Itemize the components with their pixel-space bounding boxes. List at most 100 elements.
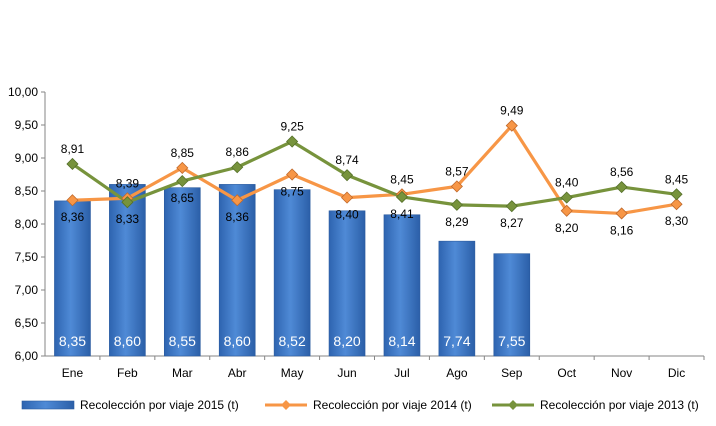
x-tick-label: Sep bbox=[501, 366, 523, 380]
marker-2013 bbox=[670, 188, 683, 201]
marker-2014 bbox=[450, 180, 463, 193]
x-tick-label: Abr bbox=[228, 366, 247, 380]
x-tick-label: Ago bbox=[446, 366, 468, 380]
legend-swatch-marker bbox=[508, 400, 518, 410]
line-value-label: 8,45 bbox=[390, 172, 414, 186]
line-value-label: 8,91 bbox=[61, 142, 85, 156]
line-value-label: 8,36 bbox=[61, 210, 85, 224]
bar-value-label: 8,60 bbox=[224, 333, 251, 349]
marker-2013 bbox=[340, 169, 354, 182]
marker-2013 bbox=[121, 196, 134, 209]
x-tick-label: Jun bbox=[337, 366, 356, 380]
y-tick-label: 7,50 bbox=[15, 250, 39, 264]
bar-2015-Ene bbox=[54, 200, 91, 357]
bar-value-label: 8,52 bbox=[279, 333, 306, 349]
bar-value-label: 8,14 bbox=[388, 333, 415, 349]
bar-value-label: 8,20 bbox=[333, 333, 360, 349]
legend-swatch-marker bbox=[281, 400, 291, 410]
y-tick-label: 8,00 bbox=[15, 217, 39, 231]
marker-2014 bbox=[66, 194, 79, 207]
marker-2014 bbox=[231, 194, 244, 207]
bar-value-label: 8,60 bbox=[114, 333, 141, 349]
bar-2015-Sep bbox=[493, 253, 531, 357]
marker-2013 bbox=[450, 198, 463, 211]
marker-2013 bbox=[560, 191, 573, 204]
line-2013 bbox=[71, 139, 677, 208]
line-value-label: 8,29 bbox=[445, 215, 469, 229]
line-value-label: 9,25 bbox=[280, 120, 304, 134]
marker-2013 bbox=[286, 135, 299, 148]
line-value-label: 8,85 bbox=[171, 146, 195, 160]
line-value-label: 8,40 bbox=[335, 208, 359, 222]
line-value-label: 8,57 bbox=[445, 164, 469, 178]
legend-label: Recolección por viaje 2015 (t) bbox=[80, 398, 239, 412]
line-series bbox=[66, 119, 683, 220]
line-value-label: 8,20 bbox=[555, 221, 579, 235]
data-labels: 8,35 8,60 8,55 8,60 8,52 8,20 8,14 7,74 7,55 8,36… bbox=[59, 104, 689, 349]
bar-2015-Ago bbox=[438, 240, 476, 357]
marker-2014 bbox=[560, 204, 573, 217]
line-value-label: 8,16 bbox=[610, 223, 634, 237]
x-tick-label: Oct bbox=[557, 366, 576, 380]
bar-value-label: 7,55 bbox=[498, 333, 525, 349]
x-tick-label: Jul bbox=[394, 366, 409, 380]
marker-2014 bbox=[340, 191, 354, 204]
bar-2015-May bbox=[273, 189, 311, 357]
bar-2015-Jun bbox=[328, 210, 366, 357]
marker-2013 bbox=[395, 190, 409, 204]
line-value-label: 8,65 bbox=[171, 191, 195, 205]
line-value-label: 8,40 bbox=[555, 176, 579, 190]
y-tick-label: 10,00 bbox=[8, 85, 38, 99]
marker-2014 bbox=[505, 119, 518, 132]
line-value-label: 8,86 bbox=[226, 145, 250, 159]
x-tick-label: May bbox=[281, 366, 304, 380]
y-tick-label: 8,50 bbox=[15, 184, 39, 198]
bar-value-label: 7,74 bbox=[443, 333, 470, 349]
legend-swatch-2015 bbox=[21, 400, 75, 410]
legend-label: Recolección por viaje 2014 (t) bbox=[313, 398, 472, 412]
line-value-label: 8,27 bbox=[500, 216, 524, 230]
line-2014 bbox=[72, 124, 677, 216]
y-tick-label: 6,00 bbox=[15, 349, 39, 363]
bar-2015-Abr bbox=[218, 184, 256, 357]
bar-value-label: 8,35 bbox=[59, 333, 86, 349]
marker-2013 bbox=[176, 175, 189, 188]
marker-2013 bbox=[615, 180, 628, 194]
line-value-label: 8,30 bbox=[665, 214, 689, 228]
line-value-label: 8,39 bbox=[116, 176, 140, 190]
line-value-label: 8,33 bbox=[116, 212, 140, 226]
legend: Recolección por viaje 2015 (t) Recolecció… bbox=[21, 398, 699, 412]
x-tick-label: Mar bbox=[172, 366, 193, 380]
y-tick-label: 7,00 bbox=[15, 283, 39, 297]
marker-2014 bbox=[176, 161, 189, 174]
marker-2013 bbox=[505, 200, 518, 213]
bar-2015-Mar bbox=[163, 187, 201, 357]
bar-series-2015 bbox=[54, 184, 531, 357]
line-value-label: 8,74 bbox=[335, 153, 359, 167]
x-tick-label: Feb bbox=[117, 366, 138, 380]
y-tick-label: 9,50 bbox=[15, 118, 39, 132]
bar-2015-Jul bbox=[383, 214, 421, 357]
line-value-label: 9,49 bbox=[500, 104, 524, 118]
marker-2014 bbox=[615, 207, 628, 220]
legend-label: Recolección por viaje 2013 (t) bbox=[540, 398, 699, 412]
x-axis-ticks: Ene Feb Mar Abr May Jun Jul Ago Sep Oct Nov Dic bbox=[62, 356, 705, 380]
line-value-label: 8,41 bbox=[390, 207, 414, 221]
x-tick-label: Nov bbox=[611, 366, 632, 380]
marker-2013 bbox=[66, 157, 79, 171]
line-value-label: 8,36 bbox=[226, 210, 250, 224]
y-tick-label: 9,00 bbox=[15, 151, 39, 165]
y-axis-ticks: 6,00 6,50 7,00 7,50 8,00 8,50 9,00 9,50 10,00 bbox=[8, 85, 45, 363]
line-value-label: 8,56 bbox=[610, 165, 634, 179]
bar-2015-Feb bbox=[109, 184, 146, 357]
x-tick-label: Ene bbox=[62, 366, 84, 380]
bar-value-label: 8,55 bbox=[169, 333, 196, 349]
line-value-label: 8,75 bbox=[280, 185, 304, 199]
x-tick-label: Dic bbox=[668, 366, 685, 380]
marker-2013 bbox=[231, 161, 244, 174]
line-value-label: 8,45 bbox=[665, 172, 689, 186]
marker-2014 bbox=[286, 168, 299, 181]
marker-2014 bbox=[670, 198, 683, 211]
y-tick-label: 6,50 bbox=[15, 316, 39, 330]
